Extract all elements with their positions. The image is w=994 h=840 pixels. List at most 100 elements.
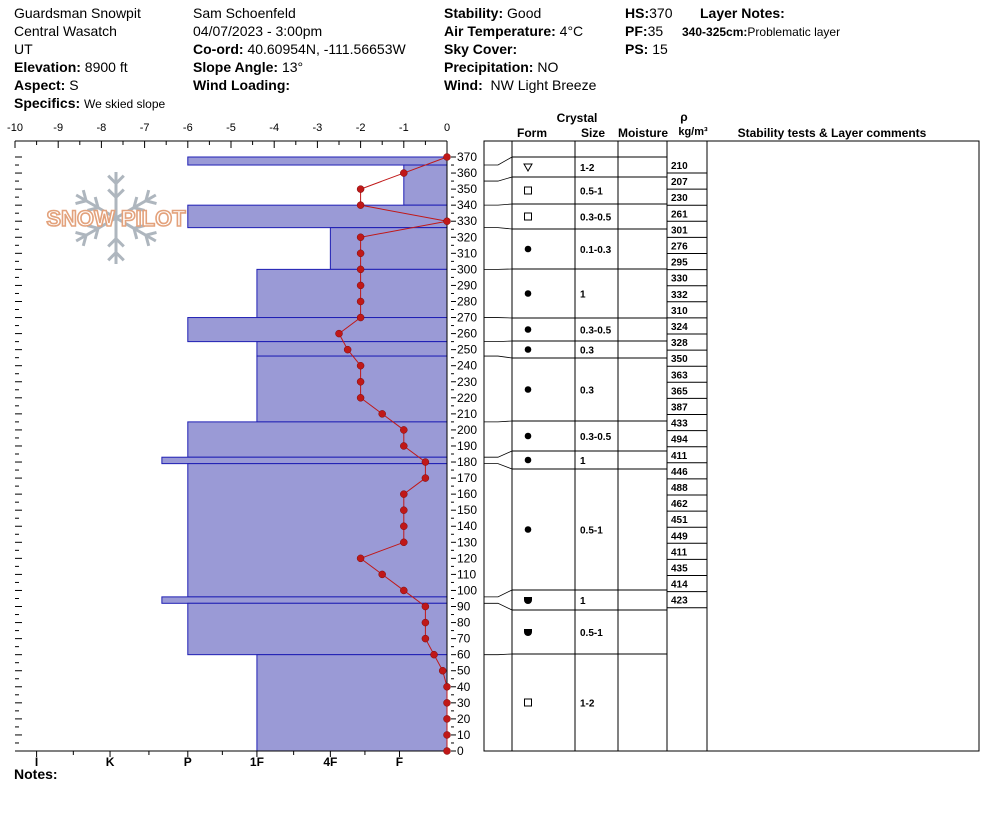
height-tick-label: 350 <box>457 182 477 196</box>
temp-point <box>443 747 451 755</box>
layer-connector <box>484 653 513 656</box>
hardness-layer <box>187 204 448 229</box>
hardness-layer <box>161 596 448 604</box>
flake-branch <box>87 206 99 212</box>
height-tick-label: 90 <box>457 600 471 614</box>
density-value: 324 <box>671 322 688 333</box>
height-tick-label: 240 <box>457 359 477 373</box>
grain-size-text: 0.3 <box>580 346 594 357</box>
grain-size-text: 1-2 <box>580 163 595 174</box>
temp-tick-label: -2 <box>356 122 366 134</box>
table-frame <box>483 140 980 752</box>
flake-branch <box>93 227 100 240</box>
stability-field: Stability: Good <box>444 4 541 22</box>
flake-branch <box>145 199 157 206</box>
height-tick-label: 100 <box>457 583 477 597</box>
flake-branch <box>144 189 151 202</box>
slope-field: Slope Angle: 13° <box>193 58 303 76</box>
temp-point <box>443 217 451 225</box>
temp-point <box>443 699 451 707</box>
pf-value: 35 <box>647 23 664 39</box>
grain-size-text: 1-2 <box>580 699 595 710</box>
profile-axes: -10 -9 -8 -7 -6 -5 -4 -3 -2 -1 0010203040506070809… <box>7 122 477 769</box>
layer-connector <box>484 203 513 206</box>
grain-size-text: 0.3 <box>580 386 594 397</box>
flake-branch <box>107 174 118 185</box>
flake-branch <box>87 224 99 230</box>
layer-connector <box>484 450 513 458</box>
flake-branch <box>145 230 157 237</box>
layer-note: 340-325cm:Problematic layer <box>682 23 840 41</box>
pf-label: PF: <box>625 23 648 39</box>
density-value: 328 <box>671 338 688 349</box>
notes-label: Notes: <box>14 766 58 782</box>
height-tick-label: 300 <box>457 262 477 276</box>
temp-point <box>356 394 365 402</box>
density-value: 332 <box>671 290 688 301</box>
airtemp-field: Air Temperature: 4°C <box>444 22 583 40</box>
layer-note-range: 340-325cm: <box>682 25 748 39</box>
watermark-text: SNOW PILOT <box>46 206 186 231</box>
grain-size-text: 1 <box>580 290 586 301</box>
hardness-label: F <box>396 755 403 769</box>
height-tick-label: 290 <box>457 278 477 292</box>
flake-branch <box>107 188 118 199</box>
height-tick-label: 40 <box>457 680 471 694</box>
hardness-label: 4F <box>323 755 337 769</box>
height-tick-label: 210 <box>457 407 477 421</box>
sky-label: Sky Cover: <box>444 41 518 57</box>
hardness-layer <box>187 602 448 656</box>
layer-connector <box>484 227 513 230</box>
height-tick-label: 20 <box>457 712 471 726</box>
layer-connector <box>484 176 513 182</box>
faceted-grain-icon <box>524 186 532 195</box>
temp-point <box>421 634 430 643</box>
layer-connector <box>484 420 513 423</box>
density-value: 411 <box>671 451 688 462</box>
ps-value: 15 <box>652 41 668 57</box>
precip-field: Precipitation: NO <box>444 58 558 76</box>
temp-point <box>421 474 430 482</box>
temp-point <box>421 458 430 466</box>
snowpilot-watermark: SNOW PILOT <box>46 172 187 264</box>
density-value: 414 <box>671 580 688 591</box>
snowflake-icon <box>75 172 157 264</box>
layer-connector <box>484 463 513 470</box>
height-tick-label: 220 <box>457 391 477 405</box>
density-value: 310 <box>671 306 688 317</box>
grain-size-text: 0.5-1 <box>580 526 603 537</box>
rounded-grain-icon <box>524 432 532 440</box>
temp-point <box>430 650 438 659</box>
temp-point <box>356 313 365 322</box>
ps-field: PS: 15 <box>625 40 668 58</box>
density-value: 210 <box>671 161 688 172</box>
temp-point <box>356 185 365 193</box>
specifics-field: Specifics: We skied slope <box>14 94 165 113</box>
elevation-value: 8900 ft <box>84 59 128 75</box>
aspect-label: Aspect: <box>14 77 66 93</box>
range-name: Central Wasatch <box>14 23 117 39</box>
hardness-layer <box>403 164 448 206</box>
height-tick-label: 250 <box>457 343 477 357</box>
temp-point <box>443 153 451 161</box>
wind-field: Wind: NW Light Breeze <box>444 76 596 94</box>
temp-point <box>421 618 430 627</box>
temp-point <box>443 731 451 739</box>
height-tick-label: 0 <box>457 744 464 758</box>
layer-note-text: Problematic layer <box>747 25 841 39</box>
density-value: 363 <box>671 370 688 381</box>
rounded-grain-icon <box>524 456 532 464</box>
depth-hoar-icon <box>524 629 532 636</box>
temp-tick-label: -10 <box>7 122 23 134</box>
coord-label: Co-ord: <box>193 41 244 57</box>
hardness-label: K <box>106 755 115 769</box>
layer-notes-label: Layer Notes: <box>700 5 785 21</box>
density-value: 423 <box>671 596 688 607</box>
stability-label: Stability: <box>444 5 504 21</box>
flake-branch <box>107 237 118 248</box>
temp-point <box>335 329 343 338</box>
height-tick-label: 200 <box>457 423 477 437</box>
height-tick-label: 130 <box>457 535 477 549</box>
height-tick-label: 180 <box>457 455 477 469</box>
